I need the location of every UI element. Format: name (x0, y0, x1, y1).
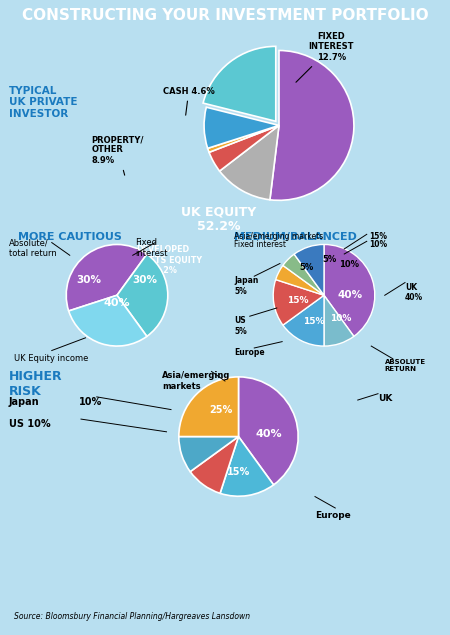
Text: PROPERTY/
OTHER
8.9%: PROPERTY/ OTHER 8.9% (92, 135, 144, 175)
Text: UK
40%: UK 40% (405, 283, 423, 302)
Text: FIXED
INTEREST
12.7%: FIXED INTEREST 12.7% (296, 32, 354, 83)
Wedge shape (283, 254, 324, 295)
Text: 10%: 10% (369, 240, 387, 249)
Text: UK Equity income: UK Equity income (14, 354, 88, 363)
Text: Europe: Europe (315, 511, 351, 520)
Text: 5%: 5% (322, 255, 336, 264)
Text: US 10%: US 10% (9, 419, 50, 429)
Wedge shape (66, 244, 147, 311)
Text: Source: Bloomsbury Financial Planning/Hargreaves Lansdown: Source: Bloomsbury Financial Planning/Ha… (14, 612, 250, 621)
Wedge shape (238, 377, 298, 485)
Text: Asia/emerging markets: Asia/emerging markets (234, 232, 323, 241)
Wedge shape (283, 295, 324, 346)
Text: Japan: Japan (9, 397, 40, 407)
Text: 15%: 15% (287, 296, 308, 305)
Text: HIGHER
RISK: HIGHER RISK (9, 370, 63, 398)
Text: 10%: 10% (329, 314, 351, 323)
Text: 10%: 10% (339, 260, 360, 269)
Wedge shape (220, 126, 279, 200)
Wedge shape (294, 244, 324, 295)
Wedge shape (69, 295, 147, 346)
Text: 15%: 15% (303, 318, 324, 326)
Wedge shape (179, 436, 238, 472)
Wedge shape (204, 107, 279, 149)
Text: 40%: 40% (255, 429, 282, 439)
Wedge shape (209, 126, 279, 171)
Text: 5%: 5% (299, 263, 313, 272)
Text: Japan
5%: Japan 5% (234, 276, 258, 296)
Text: Europe: Europe (234, 348, 265, 357)
Wedge shape (273, 279, 324, 325)
Text: CASH 4.6%: CASH 4.6% (163, 86, 215, 115)
Wedge shape (207, 126, 279, 152)
Text: US
5%: US 5% (234, 316, 247, 336)
Text: 30%: 30% (76, 275, 102, 285)
Wedge shape (324, 295, 354, 346)
Text: Asia/emerging
markets: Asia/emerging markets (162, 371, 230, 391)
Text: Fixed
interest: Fixed interest (135, 238, 167, 258)
Wedge shape (190, 437, 238, 493)
Wedge shape (324, 244, 375, 337)
Text: 15%: 15% (227, 467, 250, 478)
Text: 40%: 40% (338, 290, 363, 300)
Wedge shape (179, 377, 238, 437)
Text: 15%: 15% (369, 232, 387, 241)
Wedge shape (270, 51, 354, 200)
Text: 40%: 40% (103, 298, 130, 308)
Text: MEDIUM/BALANCED: MEDIUM/BALANCED (234, 232, 357, 242)
Text: 10%: 10% (79, 397, 102, 407)
Text: MORE CAUTIOUS: MORE CAUTIOUS (18, 232, 122, 242)
Text: UK EQUITY
52.2%: UK EQUITY 52.2% (181, 205, 256, 233)
Text: UK: UK (378, 394, 392, 403)
Wedge shape (220, 437, 274, 496)
Text: TYPICAL
UK PRIVATE
INVESTOR: TYPICAL UK PRIVATE INVESTOR (9, 86, 77, 119)
Wedge shape (276, 265, 324, 295)
Text: ABSOLUTE
RETURN: ABSOLUTE RETURN (385, 359, 426, 371)
Text: DEVELOPED
MARKETS EQUITY
21.2%: DEVELOPED MARKETS EQUITY 21.2% (123, 245, 202, 275)
Text: Absolute/
total return: Absolute/ total return (9, 238, 57, 258)
Text: Fixed interest: Fixed interest (234, 240, 286, 249)
Wedge shape (203, 46, 276, 121)
Text: 30%: 30% (132, 275, 157, 285)
Wedge shape (117, 254, 168, 337)
Text: 25%: 25% (209, 404, 232, 415)
Text: CONSTRUCTING YOUR INVESTMENT PORTFOLIO: CONSTRUCTING YOUR INVESTMENT PORTFOLIO (22, 8, 428, 23)
